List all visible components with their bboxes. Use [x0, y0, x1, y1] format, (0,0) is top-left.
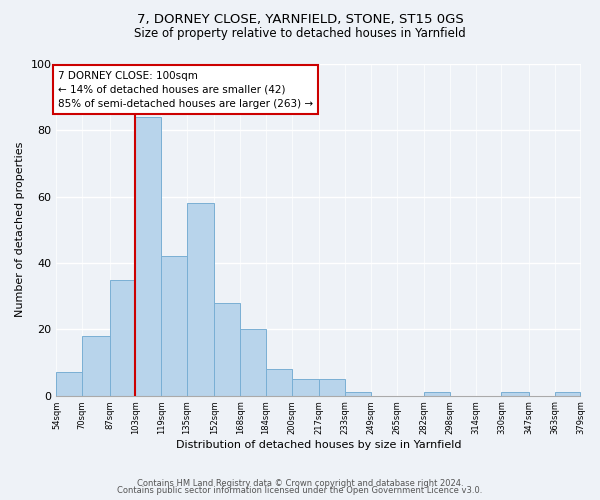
Bar — [136, 117, 161, 396]
Bar — [292, 379, 319, 396]
Bar — [187, 204, 214, 396]
Bar — [214, 302, 240, 396]
Y-axis label: Number of detached properties: Number of detached properties — [15, 142, 25, 318]
Bar — [554, 392, 580, 396]
Text: Contains public sector information licensed under the Open Government Licence v3: Contains public sector information licen… — [118, 486, 482, 495]
Bar — [266, 369, 292, 396]
Bar — [161, 256, 187, 396]
Text: 7 DORNEY CLOSE: 100sqm
← 14% of detached houses are smaller (42)
85% of semi-det: 7 DORNEY CLOSE: 100sqm ← 14% of detached… — [58, 70, 313, 108]
X-axis label: Distribution of detached houses by size in Yarnfield: Distribution of detached houses by size … — [176, 440, 461, 450]
Bar — [319, 379, 345, 396]
Text: 7, DORNEY CLOSE, YARNFIELD, STONE, ST15 0GS: 7, DORNEY CLOSE, YARNFIELD, STONE, ST15 … — [137, 12, 463, 26]
Bar — [56, 372, 82, 396]
Text: Size of property relative to detached houses in Yarnfield: Size of property relative to detached ho… — [134, 28, 466, 40]
Bar — [110, 280, 136, 396]
Bar — [82, 336, 110, 396]
Bar — [424, 392, 450, 396]
Text: Contains HM Land Registry data © Crown copyright and database right 2024.: Contains HM Land Registry data © Crown c… — [137, 478, 463, 488]
Bar — [240, 330, 266, 396]
Bar — [502, 392, 529, 396]
Bar — [345, 392, 371, 396]
